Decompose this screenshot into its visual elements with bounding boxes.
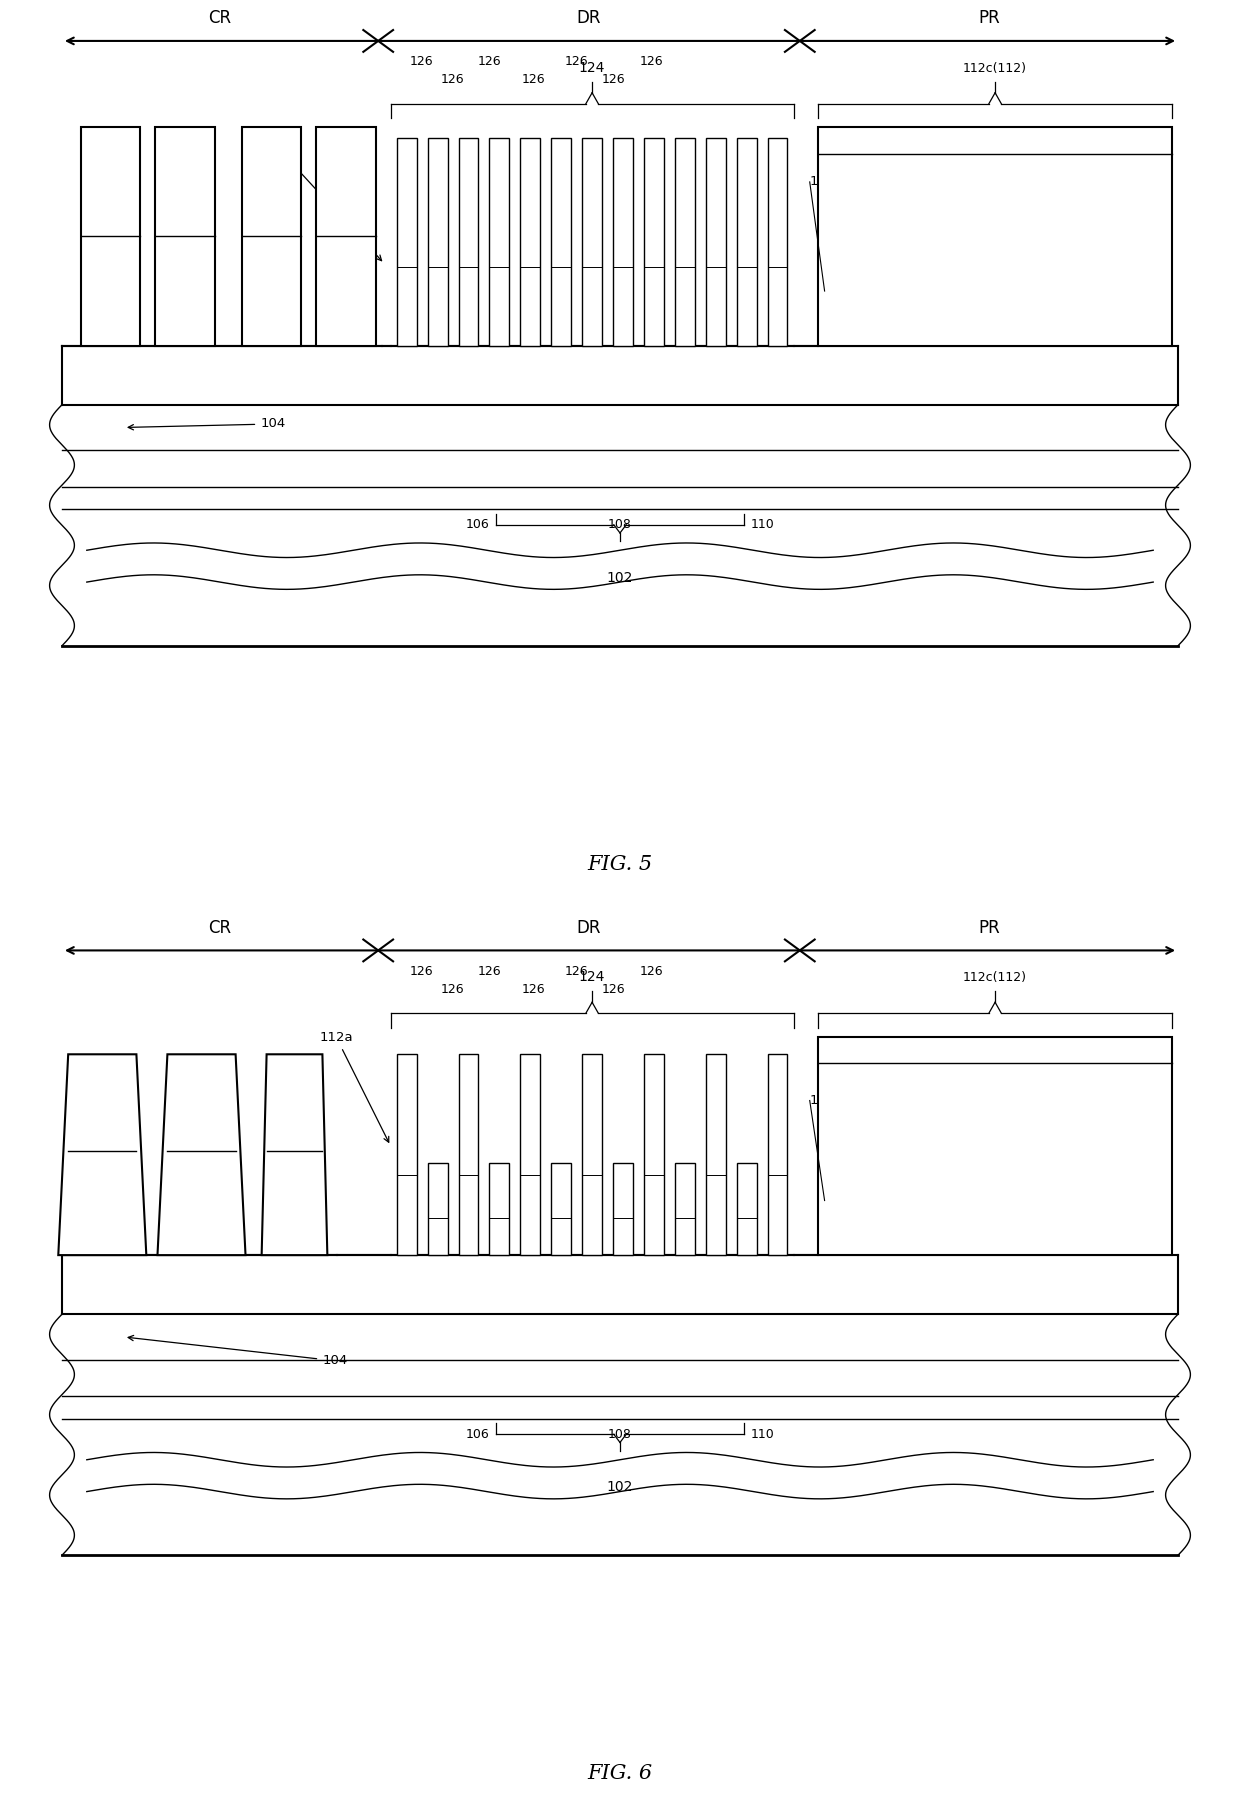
Bar [316, 127, 376, 346]
Text: R2: R2 [192, 1082, 211, 1110]
Text: CR: CR [208, 919, 232, 937]
Polygon shape [262, 1055, 327, 1255]
Text: 102: 102 [606, 571, 634, 584]
Text: 102: 102 [606, 1481, 634, 1493]
Text: 126: 126 [639, 55, 663, 67]
Text: CR: CR [208, 9, 232, 27]
Bar [706, 138, 725, 346]
Text: 120: 120 [810, 175, 835, 189]
Bar [644, 138, 663, 346]
Bar [521, 138, 541, 346]
Bar [428, 138, 448, 346]
Bar [459, 1055, 479, 1255]
Bar [397, 138, 417, 346]
Bar [768, 138, 787, 346]
Text: 114p: 114p [901, 167, 934, 195]
Text: 120: 120 [810, 1093, 835, 1108]
Text: 126: 126 [477, 964, 502, 979]
Text: 108: 108 [608, 518, 632, 531]
Bar [552, 138, 572, 346]
Text: 126: 126 [409, 964, 434, 979]
Text: 106: 106 [466, 518, 490, 531]
Bar [459, 138, 479, 346]
Bar [706, 1055, 725, 1255]
Bar [644, 1055, 663, 1255]
Bar [613, 1164, 632, 1255]
Text: 126: 126 [639, 964, 663, 979]
Text: 106: 106 [466, 1428, 490, 1441]
Bar [583, 138, 603, 346]
Text: 126: 126 [440, 73, 465, 85]
Text: DR: DR [577, 9, 601, 27]
Text: 104: 104 [128, 1335, 347, 1368]
Bar [675, 138, 694, 346]
Text: 112a: 112a [320, 1031, 388, 1142]
Bar [155, 127, 215, 346]
Bar [818, 1037, 1172, 1255]
Text: 126: 126 [601, 73, 626, 85]
Text: R2: R2 [93, 1082, 112, 1110]
Text: 126: 126 [409, 55, 434, 67]
Text: 108: 108 [608, 1428, 632, 1441]
Bar [737, 1164, 756, 1255]
Text: 112c(112): 112c(112) [963, 62, 1027, 75]
Polygon shape [157, 1055, 246, 1255]
Text: 126: 126 [521, 982, 546, 997]
Bar [675, 1164, 694, 1255]
Bar [81, 127, 140, 346]
Text: 126: 126 [477, 55, 502, 67]
Text: 112c(112): 112c(112) [963, 971, 1027, 984]
Text: DR: DR [577, 919, 601, 937]
Bar [613, 138, 632, 346]
Bar [583, 1055, 603, 1255]
Bar [768, 1055, 787, 1255]
Text: 124: 124 [579, 970, 605, 984]
Text: FIG. 5: FIG. 5 [588, 855, 652, 873]
Text: PR: PR [978, 9, 999, 27]
Text: 110: 110 [750, 1428, 774, 1441]
Text: 126: 126 [440, 982, 465, 997]
Text: 126: 126 [601, 982, 626, 997]
Text: 126: 126 [564, 964, 589, 979]
Bar [490, 138, 510, 346]
Text: 126: 126 [521, 73, 546, 85]
Bar [428, 1164, 448, 1255]
Text: R3: R3 [285, 1082, 304, 1110]
Text: 114p: 114p [901, 1077, 934, 1104]
Text: 124: 124 [579, 60, 605, 75]
Text: PR: PR [978, 919, 999, 937]
Text: 110: 110 [750, 518, 774, 531]
Bar [737, 138, 756, 346]
Text: 112a: 112a [264, 146, 382, 260]
Polygon shape [58, 1055, 146, 1255]
Text: 116p: 116p [1018, 1128, 1076, 1242]
Text: 126: 126 [564, 55, 589, 67]
Text: FIG. 6: FIG. 6 [588, 1764, 652, 1783]
Text: 104: 104 [128, 418, 285, 431]
Bar [397, 1055, 417, 1255]
Bar [490, 1164, 510, 1255]
Text: 116p: 116p [1018, 218, 1076, 333]
Bar [552, 1164, 572, 1255]
Bar [818, 127, 1172, 346]
Bar [521, 1055, 541, 1255]
Bar [242, 127, 301, 346]
